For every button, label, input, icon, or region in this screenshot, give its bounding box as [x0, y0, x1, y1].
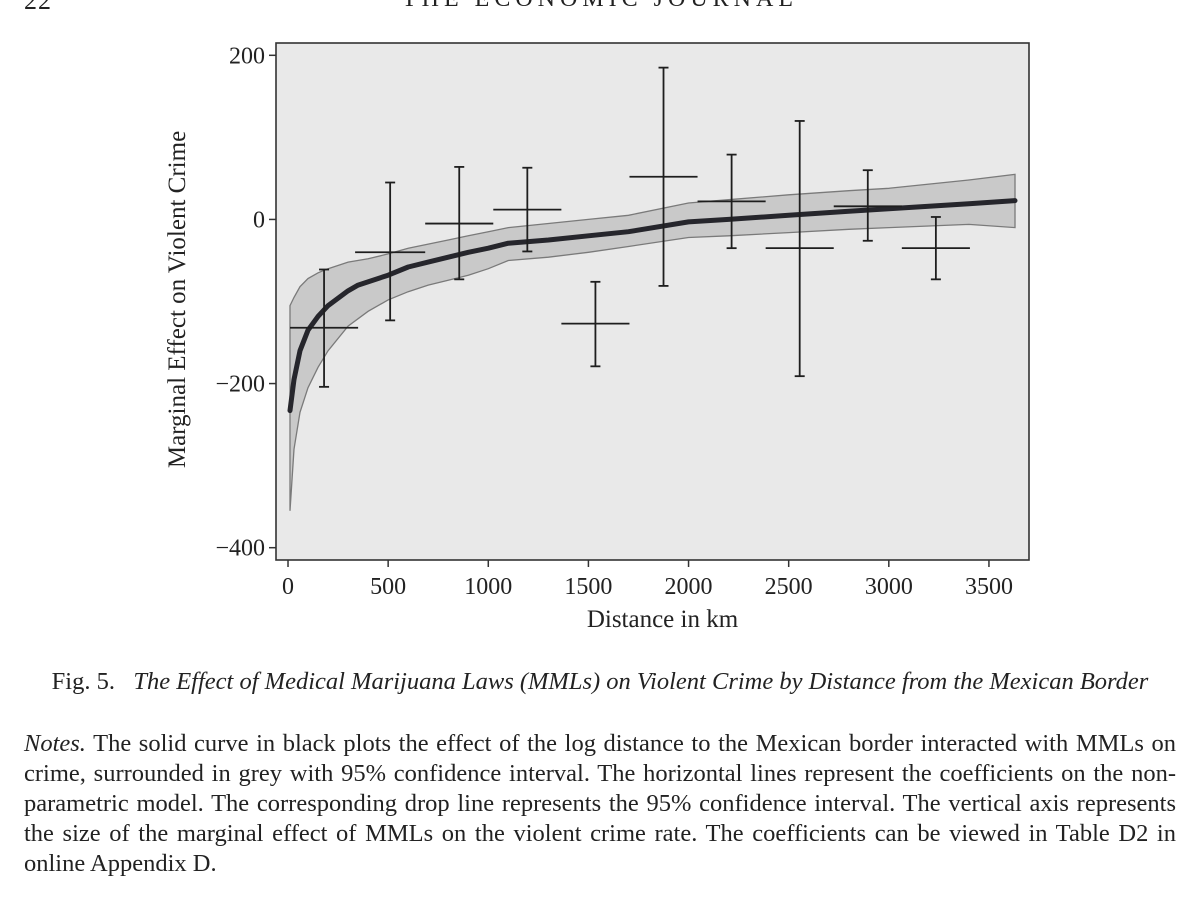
x-tick-label: 500 — [370, 574, 406, 600]
coefficient-marker — [493, 166, 562, 253]
coefficient-marker — [290, 268, 359, 388]
x-tick-label: 2500 — [765, 574, 813, 600]
coefficient-marker — [901, 216, 970, 281]
figure-notes: Notes. The solid curve in black plots th… — [24, 729, 1176, 879]
x-tick-label: 1000 — [464, 574, 512, 600]
y-tick-label: −200 — [215, 372, 265, 398]
coefficient-marker — [833, 169, 902, 242]
x-tick-label: 1500 — [564, 574, 612, 600]
coefficient-marker — [765, 120, 834, 378]
plot-area — [276, 43, 1029, 560]
figure-chart: 0 500 1000 1500 2000 2500 3000 35002000−200−400… — [164, 42, 1030, 633]
confidence-band — [289, 173, 1016, 511]
y-axis-label: Marginal Effect on Violent Crime — [164, 131, 191, 468]
plot-frame — [275, 42, 1030, 561]
x-tick-label: 3500 — [965, 574, 1013, 600]
x-tick-label: 0 — [282, 574, 294, 600]
x-tick-label: 3000 — [865, 574, 913, 600]
figure-title: The Effect of Medical Marijuana Laws (MM… — [133, 668, 1149, 695]
coefficient-marker — [561, 280, 630, 368]
coefficient-marker — [425, 166, 494, 281]
y-tick-label: −400 — [215, 536, 265, 562]
y-tick-label: 200 — [229, 43, 265, 69]
coefficient-marker — [697, 153, 766, 250]
notes-label: Notes. — [24, 730, 86, 757]
page-number: 22 — [24, 0, 52, 15]
running-head: 22 THE ECONOMIC JOURNAL — [0, 0, 1200, 15]
notes-text: The solid curve in black plots the effec… — [24, 730, 1177, 877]
figure-caption: Fig. 5. The Effect of Medical Marijuana … — [24, 668, 1176, 696]
x-tick-label: 2000 — [665, 574, 713, 600]
coefficient-marker — [355, 181, 426, 322]
figure-label: Fig. 5. — [51, 668, 115, 695]
x-axis-label: Distance in km — [587, 606, 739, 633]
fitted-curve — [287, 198, 1018, 414]
coefficient-marker — [629, 66, 698, 287]
y-tick-label: 0 — [253, 207, 265, 233]
journal-name: THE ECONOMIC JOURNAL — [0, 0, 1200, 13]
